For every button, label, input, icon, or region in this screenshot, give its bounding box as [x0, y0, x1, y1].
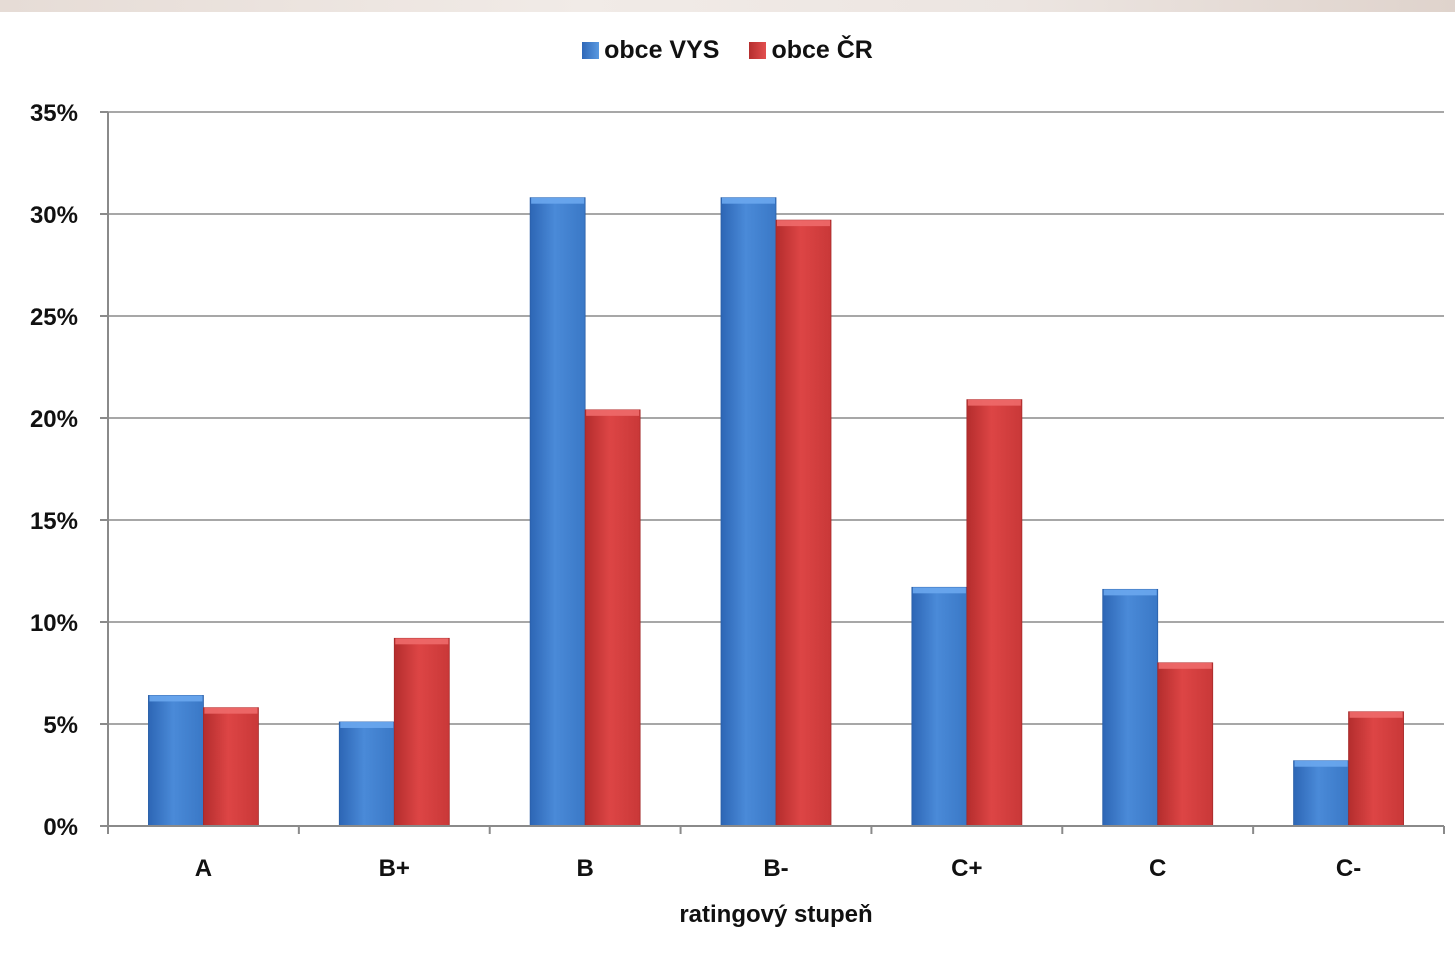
- bar-series-2: [393, 637, 450, 827]
- x-axis-title: ratingový stupeň: [679, 901, 872, 928]
- x-tick-label: C+: [951, 855, 982, 882]
- bar-series-2: [966, 399, 1023, 827]
- bar-series-1: [529, 197, 586, 827]
- y-tick-label: 10%: [30, 610, 78, 637]
- bar-top-highlight: [1349, 711, 1403, 718]
- bar-top-highlight: [967, 399, 1021, 406]
- bar-series-1: [1293, 760, 1349, 827]
- legend-label-series-2: obce ČR: [771, 36, 873, 64]
- bar-top-highlight: [1103, 589, 1157, 596]
- bar-series-2: [1157, 662, 1214, 827]
- x-tick-label: B: [576, 855, 593, 882]
- y-tick-label: 20%: [30, 406, 78, 433]
- y-tick-label: 15%: [30, 508, 78, 535]
- bar-series-2: [775, 219, 832, 827]
- y-tick-label: 25%: [30, 304, 78, 331]
- x-tick-label: B-: [763, 855, 788, 882]
- bar-top-highlight: [204, 707, 258, 714]
- bar-top-highlight: [722, 197, 775, 204]
- bar-series-2: [203, 707, 259, 827]
- legend-item-series-2: obce ČR: [749, 36, 873, 65]
- x-tick-label: A: [195, 855, 212, 882]
- tick-labels: 0% 5% 10% 15% 20% 25% 30% 35% A B+ B B- C+ C C-: [30, 100, 1361, 882]
- bar-top-highlight: [340, 721, 394, 728]
- x-tick-label: B+: [379, 855, 410, 882]
- legend-item-series-1: obce VYS: [582, 36, 719, 65]
- bar-series-1: [338, 721, 395, 827]
- bar-top-highlight: [912, 587, 966, 594]
- axes: [100, 111, 1445, 834]
- legend-swatch-series-2: [749, 42, 767, 59]
- legend-swatch-series-1: [582, 42, 600, 59]
- y-tick-label: 30%: [30, 202, 78, 229]
- bar-series-1: [720, 197, 777, 827]
- bar-top-highlight: [1158, 662, 1212, 669]
- bar-top-highlight: [531, 197, 585, 204]
- bar-series-1: [911, 586, 968, 827]
- chart-legend: obce VYS obce ČR: [0, 36, 1455, 65]
- y-tick-label: 5%: [43, 712, 78, 739]
- top-decorative-strip: [0, 0, 1455, 12]
- x-tick-label: C: [1149, 855, 1166, 882]
- y-tick-label: 0%: [43, 814, 78, 841]
- bar-top-highlight: [395, 638, 449, 645]
- bar-series-1: [1102, 588, 1159, 827]
- bar-top-highlight: [1294, 760, 1348, 767]
- bar-series-1: [148, 695, 204, 827]
- bars: [148, 197, 1404, 827]
- legend-label-series-1: obce VYS: [604, 36, 720, 64]
- bar-series-2: [1348, 711, 1404, 827]
- bar-top-highlight: [586, 409, 640, 416]
- x-tick-label: C-: [1336, 855, 1361, 882]
- bar-series-2: [584, 409, 641, 827]
- y-tick-label: 35%: [30, 100, 78, 127]
- bar-top-highlight: [149, 695, 203, 702]
- bar-top-highlight: [777, 220, 830, 227]
